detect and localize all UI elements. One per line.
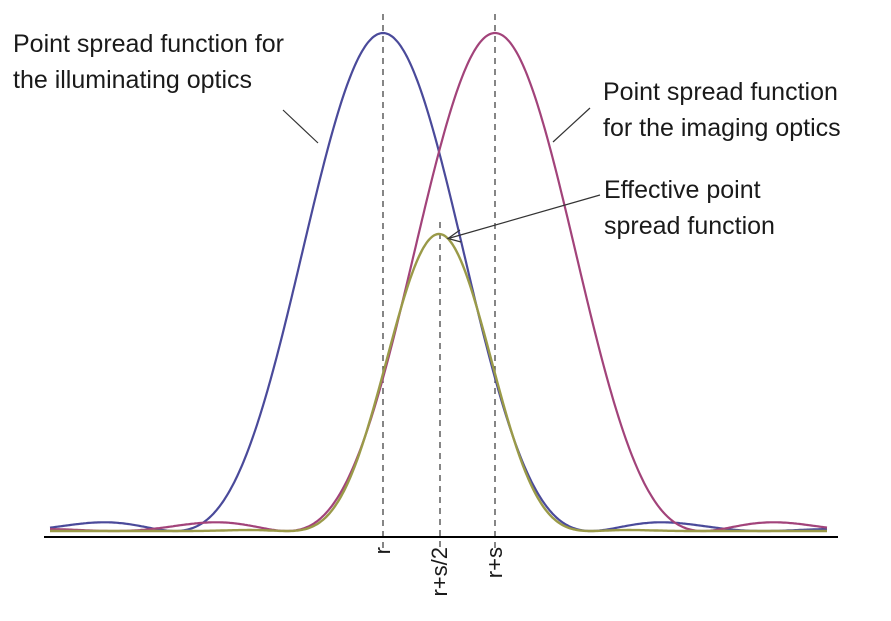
tick-label-r: r [370,547,395,554]
effective-label-line2: spread function [604,212,775,240]
effective-psf-curve [50,232,827,533]
imaging-psf-curve [49,31,828,533]
imaging-pointer-arrow [552,107,591,143]
imaging-label-line2: for the imaging optics [603,114,841,142]
illuminating-psf-curve [49,31,828,533]
imaging-label-line1: Point spread function [603,78,838,106]
effective-label-line1: Effective point [604,176,761,204]
tick-label-r-plus-half-s: r+s/2 [427,547,452,597]
illuminating-pointer-arrow [282,109,319,144]
illuminating-label-line2: the illuminating optics [13,66,252,94]
tick-label-r-plus-s: r+s [482,547,507,578]
illuminating-label-line1: Point spread function for [13,30,284,58]
effective-pointer-arrowhead [446,229,462,243]
effective-pointer-arrow [449,194,601,239]
